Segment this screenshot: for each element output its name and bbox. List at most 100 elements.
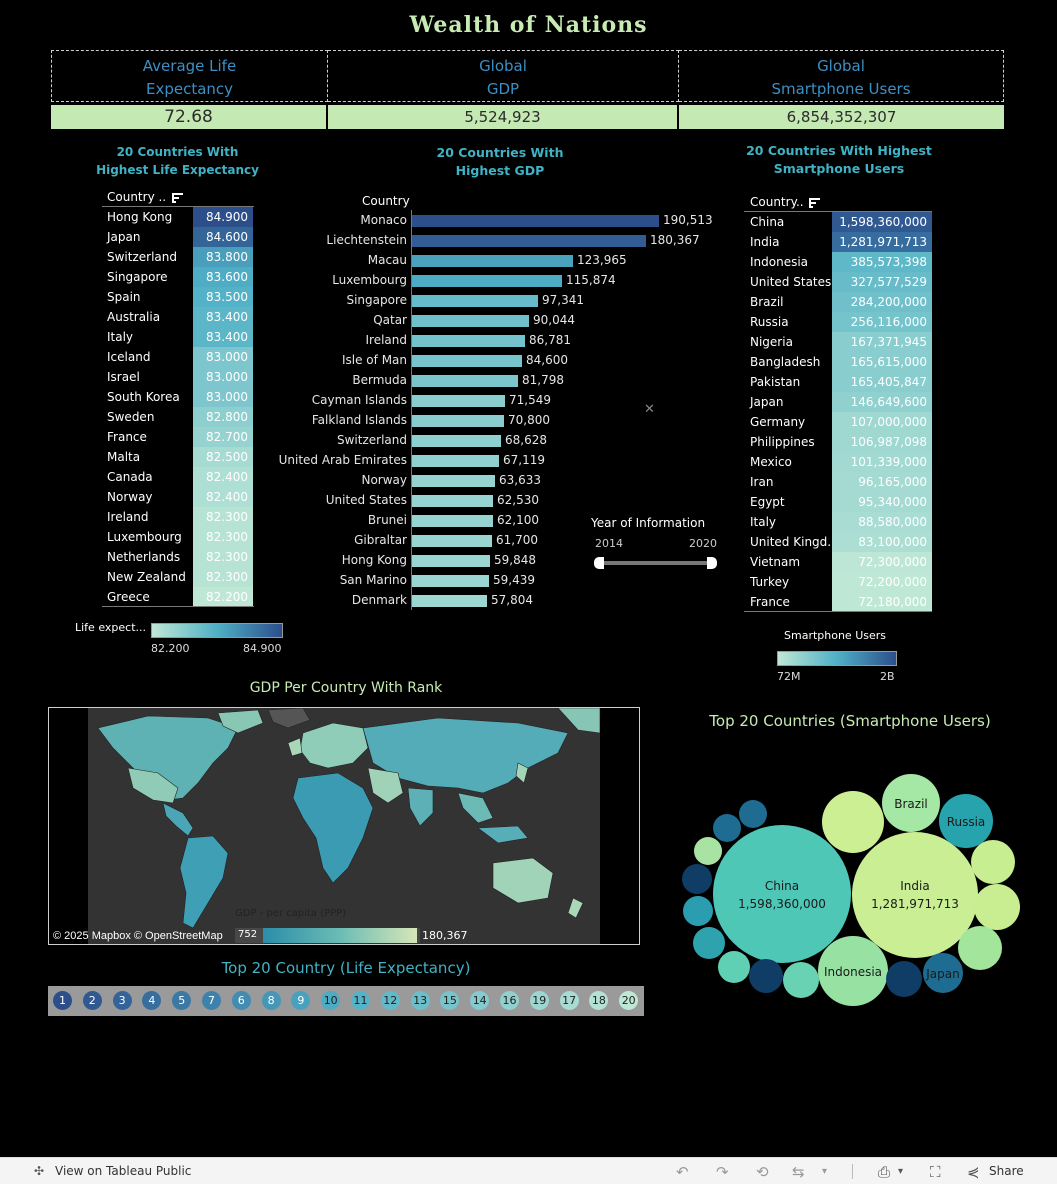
gdp-bar[interactable] — [412, 355, 522, 367]
gdp-bar[interactable] — [412, 235, 646, 247]
life-table-row[interactable]: New Zealand 82.300 — [107, 567, 254, 587]
gdp-map[interactable]: © 2025 Mapbox © OpenStreetMap GDP - per … — [48, 707, 640, 945]
rank-dot[interactable]: 8 — [261, 991, 281, 1010]
bubble-egypt[interactable] — [693, 927, 725, 959]
life-table-row[interactable]: Canada 82.400 — [107, 467, 254, 487]
bubble-india[interactable] — [852, 832, 978, 958]
year-slider-handle-min[interactable] — [594, 557, 604, 569]
view-on-tableau-link[interactable]: View on Tableau Public — [55, 1164, 192, 1178]
map-canvas[interactable] — [88, 708, 601, 944]
rank-dot[interactable]: 12 — [380, 991, 400, 1010]
gdp-bar[interactable] — [412, 435, 501, 447]
share-icon[interactable]: ⋞ — [967, 1163, 980, 1181]
life-table-row[interactable]: South Korea 83.000 — [107, 387, 254, 407]
rank-dot[interactable]: 10 — [321, 991, 341, 1010]
phone-table-row[interactable]: Russia 256,116,000 — [750, 312, 932, 332]
bubble-mexico[interactable] — [783, 962, 819, 998]
gdp-bar[interactable] — [412, 215, 659, 227]
download-dropdown-icon[interactable]: ▾ — [898, 1166, 904, 1177]
bubble-pakistan[interactable] — [971, 840, 1015, 884]
life-table-row[interactable]: Spain 83.500 — [107, 287, 254, 307]
gdp-bar[interactable] — [412, 455, 499, 467]
rank-dot[interactable]: 6 — [231, 991, 251, 1010]
year-slider-handle-max[interactable] — [707, 557, 717, 569]
rank-dot[interactable]: 7 — [202, 991, 221, 1010]
bubble-russia[interactable] — [939, 794, 993, 848]
sort-icon[interactable] — [171, 192, 183, 203]
gdp-bar[interactable] — [412, 295, 538, 307]
bubble-uk[interactable] — [682, 864, 712, 894]
gdp-bar[interactable] — [412, 575, 489, 587]
phone-table-row[interactable]: Vietnam 72,300,000 — [750, 552, 932, 572]
rank-dot[interactable]: 13 — [410, 991, 430, 1010]
phone-table-row[interactable]: Pakistan 165,405,847 — [750, 372, 932, 392]
phone-table-row[interactable]: United Kingd.. 83,100,000 — [750, 532, 932, 552]
rank-dot[interactable]: 11 — [351, 991, 370, 1010]
rank-dot[interactable]: 18 — [589, 991, 609, 1010]
gdp-bar[interactable] — [412, 475, 495, 487]
rank-dot[interactable]: 5 — [172, 991, 192, 1010]
life-table-row[interactable]: Norway 82.400 — [107, 487, 254, 507]
refresh-icon[interactable]: ⇆ — [792, 1163, 805, 1181]
life-table-row[interactable]: Malta 82.500 — [107, 447, 254, 467]
phone-table-header[interactable]: Country.. — [750, 195, 821, 209]
life-table-row[interactable]: Sweden 82.800 — [107, 407, 254, 427]
life-table-row[interactable]: Greece 82.200 — [107, 587, 254, 607]
life-table-row[interactable]: Hong Kong 84.900 — [107, 207, 254, 227]
life-table-row[interactable]: Australia 83.400 — [107, 307, 254, 327]
gdp-bar[interactable] — [412, 395, 505, 407]
gdp-bar[interactable] — [412, 515, 493, 527]
rank-dot[interactable]: 16 — [500, 991, 519, 1010]
phone-table-row[interactable]: Brazil 284,200,000 — [750, 292, 932, 312]
life-table-row[interactable]: Switzerland 83.800 — [107, 247, 254, 267]
bubble-italy[interactable] — [683, 896, 713, 926]
life-table-row[interactable]: Israel 83.000 — [107, 367, 254, 387]
life-table-row[interactable]: Japan 84.600 — [107, 227, 254, 247]
bubble-turkey[interactable] — [713, 814, 741, 842]
rank-dot[interactable]: 2 — [82, 991, 102, 1010]
life-table-row[interactable]: Singapore 83.600 — [107, 267, 254, 287]
phone-table-row[interactable]: Mexico 101,339,000 — [750, 452, 932, 472]
rank-dot[interactable]: 20 — [619, 991, 639, 1010]
bubble-france[interactable] — [739, 800, 767, 828]
map-attribution[interactable]: © 2025 Mapbox © OpenStreetMap — [53, 930, 223, 942]
bubble-nigeria[interactable] — [886, 961, 922, 997]
download-icon[interactable]: ⎙ — [878, 1163, 891, 1181]
phone-table-row[interactable]: France 72,180,000 — [750, 592, 932, 612]
life-table-row[interactable]: Italy 83.400 — [107, 327, 254, 347]
life-table-row[interactable]: Iceland 83.000 — [107, 347, 254, 367]
close-icon[interactable]: ✕ — [644, 402, 655, 417]
phone-table-row[interactable]: Indonesia 385,573,398 — [750, 252, 932, 272]
rank-dot[interactable]: 3 — [112, 991, 132, 1010]
gdp-bar[interactable] — [412, 595, 487, 607]
fullscreen-icon[interactable]: ⛶ — [930, 1163, 941, 1181]
bubble-us[interactable] — [822, 791, 884, 853]
gdp-bar[interactable] — [412, 415, 504, 427]
bubble-china[interactable] — [713, 825, 851, 963]
life-table-row[interactable]: Ireland 82.300 — [107, 507, 254, 527]
gdp-bar[interactable] — [412, 315, 529, 327]
life-table-row[interactable]: Netherlands 82.300 — [107, 547, 254, 567]
redo-icon[interactable]: ↷ — [716, 1163, 729, 1181]
share-button[interactable]: Share — [989, 1164, 1024, 1178]
sort-icon[interactable] — [809, 197, 821, 208]
bubble-bangladesh[interactable] — [974, 884, 1020, 930]
phone-table-row[interactable]: United States 327,577,529 — [750, 272, 932, 292]
year-slider-track[interactable] — [598, 561, 714, 565]
phone-table-row[interactable]: China 1,598,360,000 — [750, 212, 932, 232]
gdp-bar[interactable] — [412, 335, 525, 347]
phone-table-row[interactable]: Iran 96,165,000 — [750, 472, 932, 492]
rank-dot[interactable]: 14 — [470, 991, 490, 1010]
revert-icon[interactable]: ⟲ — [756, 1163, 769, 1181]
refresh-dropdown-icon[interactable]: ▾ — [822, 1166, 828, 1177]
bubble-brazil[interactable] — [882, 774, 940, 832]
bubble-indonesia[interactable] — [818, 936, 888, 1006]
bubble-vietnam[interactable] — [694, 837, 722, 865]
bubble-iran[interactable] — [718, 951, 750, 983]
rank-dot[interactable]: 15 — [440, 991, 460, 1010]
gdp-bar[interactable] — [412, 555, 490, 567]
phone-table-row[interactable]: Germany 107,000,000 — [750, 412, 932, 432]
phone-table-row[interactable]: Bangladesh 165,615,000 — [750, 352, 932, 372]
phone-table-row[interactable]: India 1,281,971,713 — [750, 232, 932, 252]
life-table-row[interactable]: France 82.700 — [107, 427, 254, 447]
